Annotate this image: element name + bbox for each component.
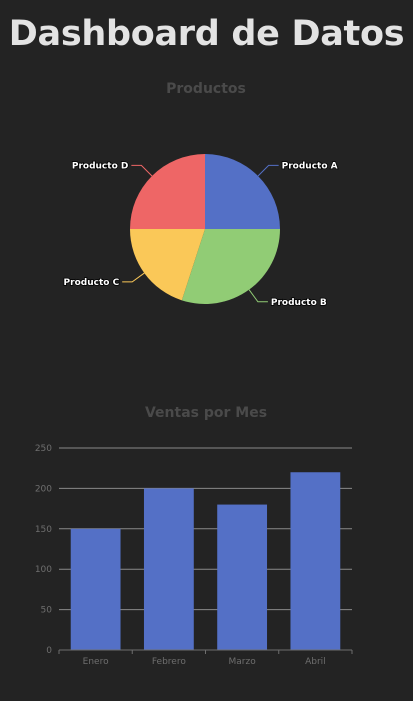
bar-chart: Ventas por Mes 0 50 100 150 200 250 Enero Febr… xyxy=(35,405,353,667)
pie-leader-line-producto-c xyxy=(122,272,145,283)
bar-enero[interactable] xyxy=(70,528,121,650)
bar-chart-title: Ventas por Mes xyxy=(145,405,267,421)
pie-label-producto-c: Producto C xyxy=(64,278,120,288)
x-tick-label-enero: Enero xyxy=(83,657,109,667)
x-tick-label-febrero: Febrero xyxy=(152,657,186,667)
pie-slice-producto-a[interactable] xyxy=(205,154,280,229)
pie-slice-producto-b[interactable] xyxy=(181,229,281,304)
y-tick-label: 50 xyxy=(41,606,53,616)
pie-label-producto-a: Producto A xyxy=(282,161,338,171)
pie-slices xyxy=(130,154,281,304)
pie-leader-line-producto-b xyxy=(248,289,268,303)
pie-label-producto-b: Producto B xyxy=(271,298,327,308)
pie-leader-line-producto-d xyxy=(131,164,153,177)
page-title: Dashboard de Datos xyxy=(8,14,405,54)
y-tick-label: 0 xyxy=(46,646,52,656)
y-tick-label: 100 xyxy=(35,565,52,575)
bar-abril[interactable] xyxy=(290,472,341,650)
bar-marzo[interactable] xyxy=(217,504,268,650)
y-axis-ticks: 0 50 100 150 200 250 xyxy=(35,444,52,656)
pie-label-producto-d: Producto D xyxy=(72,161,129,171)
y-tick-label: 200 xyxy=(35,484,52,494)
pie-leader-line-producto-a xyxy=(257,164,279,177)
y-tick-label: 250 xyxy=(35,444,52,454)
y-tick-label: 150 xyxy=(35,525,52,535)
bar-series xyxy=(70,472,341,650)
pie-labels: Producto A Producto B Producto C Producto D xyxy=(63,161,339,309)
x-tick-label-marzo: Marzo xyxy=(229,657,257,667)
pie-slice-producto-c[interactable] xyxy=(130,229,205,301)
pie-slice-producto-d[interactable] xyxy=(130,154,205,229)
x-axis: Enero Febrero Marzo Abril xyxy=(58,649,353,667)
x-tick-label-abril: Abril xyxy=(305,657,326,667)
bar-febrero[interactable] xyxy=(143,488,194,650)
pie-chart: Productos Producto A Producto B Producto C… xyxy=(63,81,339,309)
pie-chart-title: Productos xyxy=(166,81,246,97)
